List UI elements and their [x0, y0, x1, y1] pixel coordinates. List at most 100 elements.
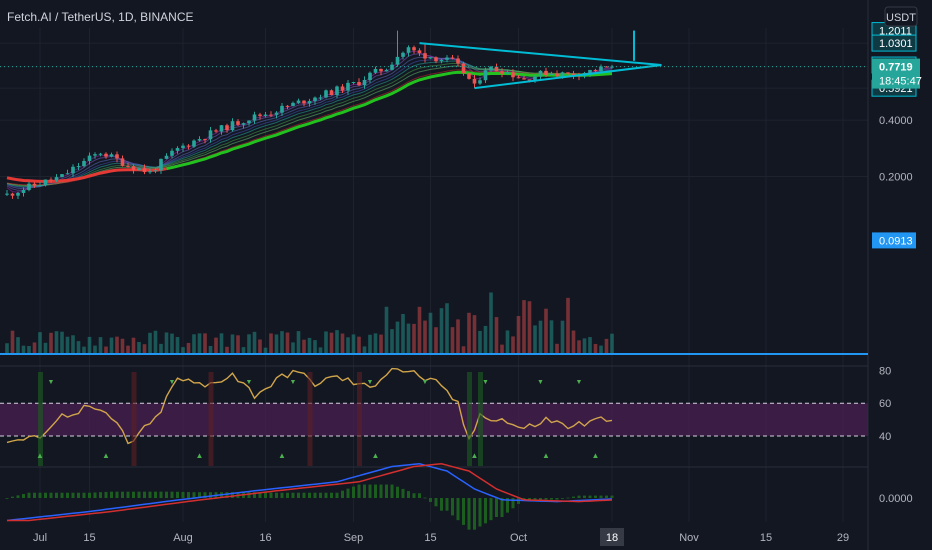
candle[interactable] [241, 123, 246, 125]
candle[interactable] [373, 68, 378, 73]
candle[interactable] [263, 114, 268, 116]
candle[interactable] [10, 193, 15, 196]
candle[interactable] [307, 101, 312, 104]
candle[interactable] [285, 105, 290, 107]
candle[interactable] [27, 183, 31, 191]
candle[interactable] [181, 145, 185, 149]
candle[interactable] [390, 64, 394, 70]
candle[interactable] [49, 179, 53, 181]
candle[interactable] [555, 73, 559, 77]
candle[interactable] [32, 183, 37, 186]
rsi-pane[interactable]: ▲ ▲ ▲ ▲ ▲ ▲ ▲ ▲ ▼ ▼ ▼ ▼ ▼ ▼ ▼ ▼ ▼ [0, 367, 868, 466]
candle[interactable] [296, 100, 301, 103]
current-date-box[interactable] [600, 528, 624, 546]
candle[interactable] [164, 155, 169, 159]
candle[interactable] [115, 154, 119, 159]
triangle-drawing[interactable] [0, 30, 868, 90]
candle[interactable] [186, 145, 191, 147]
candle[interactable] [516, 77, 521, 79]
candle[interactable] [483, 70, 488, 81]
candle[interactable] [21, 190, 26, 194]
candle[interactable] [472, 78, 477, 84]
candle[interactable] [137, 168, 141, 171]
candle[interactable] [192, 140, 196, 147]
candle[interactable] [434, 57, 438, 62]
candle[interactable] [467, 73, 471, 79]
candle[interactable] [522, 78, 526, 80]
macd-pane[interactable] [5, 463, 614, 530]
candle[interactable] [280, 105, 284, 113]
candle[interactable] [197, 139, 202, 141]
price-tag-box[interactable] [871, 34, 917, 52]
candle[interactable] [109, 154, 114, 157]
candle[interactable] [43, 179, 48, 186]
candle[interactable] [324, 90, 328, 98]
candle[interactable] [549, 73, 554, 76]
candle[interactable] [274, 112, 279, 115]
candle[interactable] [269, 114, 273, 116]
candle[interactable] [511, 72, 515, 78]
candle[interactable] [489, 66, 493, 71]
candle[interactable] [87, 155, 92, 161]
candle[interactable] [225, 125, 229, 131]
candle[interactable] [533, 76, 537, 82]
candle[interactable] [544, 70, 548, 76]
candle[interactable] [203, 139, 207, 141]
candle[interactable] [357, 82, 361, 86]
candle[interactable] [362, 79, 367, 86]
candle[interactable] [368, 72, 372, 80]
candle[interactable] [60, 174, 64, 178]
candle[interactable] [93, 154, 97, 156]
candle[interactable] [313, 97, 317, 102]
candle[interactable] [247, 120, 251, 124]
candle[interactable] [219, 125, 224, 132]
candle[interactable] [412, 47, 416, 51]
candle[interactable] [65, 173, 70, 175]
candle[interactable] [428, 57, 433, 59]
trendline-triangle_upper[interactable] [419, 42, 662, 67]
candle[interactable] [351, 82, 356, 84]
symbol-title[interactable]: Fetch.AI / TetherUS, 1D, BINANCE [7, 10, 194, 24]
candle[interactable] [527, 79, 532, 82]
candle[interactable] [148, 171, 152, 173]
candle[interactable] [153, 170, 158, 172]
candle[interactable] [571, 73, 576, 76]
candle[interactable] [38, 185, 42, 187]
last-price-tag[interactable] [872, 58, 920, 89]
candle[interactable] [329, 90, 334, 95]
candle[interactable] [450, 57, 455, 59]
candle[interactable] [599, 66, 603, 72]
candle[interactable] [395, 56, 400, 65]
candle[interactable] [175, 148, 180, 151]
candle[interactable] [593, 69, 598, 72]
candle[interactable] [445, 57, 449, 60]
candle[interactable] [384, 69, 389, 72]
trendline-triangle_lower[interactable] [474, 64, 662, 90]
candle[interactable] [318, 97, 323, 99]
macd-signal-line[interactable] [7, 463, 613, 522]
candle[interactable] [439, 59, 444, 62]
candle[interactable] [566, 72, 570, 74]
candle[interactable] [82, 160, 86, 167]
candle[interactable] [16, 193, 20, 196]
candle[interactable] [346, 82, 350, 91]
candle[interactable] [406, 47, 411, 53]
macd-line[interactable] [6, 463, 613, 522]
candle[interactable] [252, 114, 257, 121]
candle[interactable] [401, 52, 405, 57]
candle[interactable] [505, 72, 510, 74]
candle[interactable] [5, 193, 9, 195]
candle[interactable] [170, 150, 174, 156]
candle[interactable] [340, 86, 345, 91]
candle[interactable] [379, 68, 383, 72]
candle[interactable] [423, 53, 427, 59]
candle[interactable] [500, 71, 504, 74]
candle[interactable] [302, 100, 306, 104]
candle[interactable] [131, 166, 136, 171]
candle[interactable] [142, 168, 147, 173]
candle[interactable] [494, 66, 499, 72]
candle[interactable] [104, 153, 108, 157]
candle[interactable] [159, 158, 163, 171]
currency-badge-box[interactable] [884, 6, 918, 27]
candle[interactable] [126, 165, 130, 167]
